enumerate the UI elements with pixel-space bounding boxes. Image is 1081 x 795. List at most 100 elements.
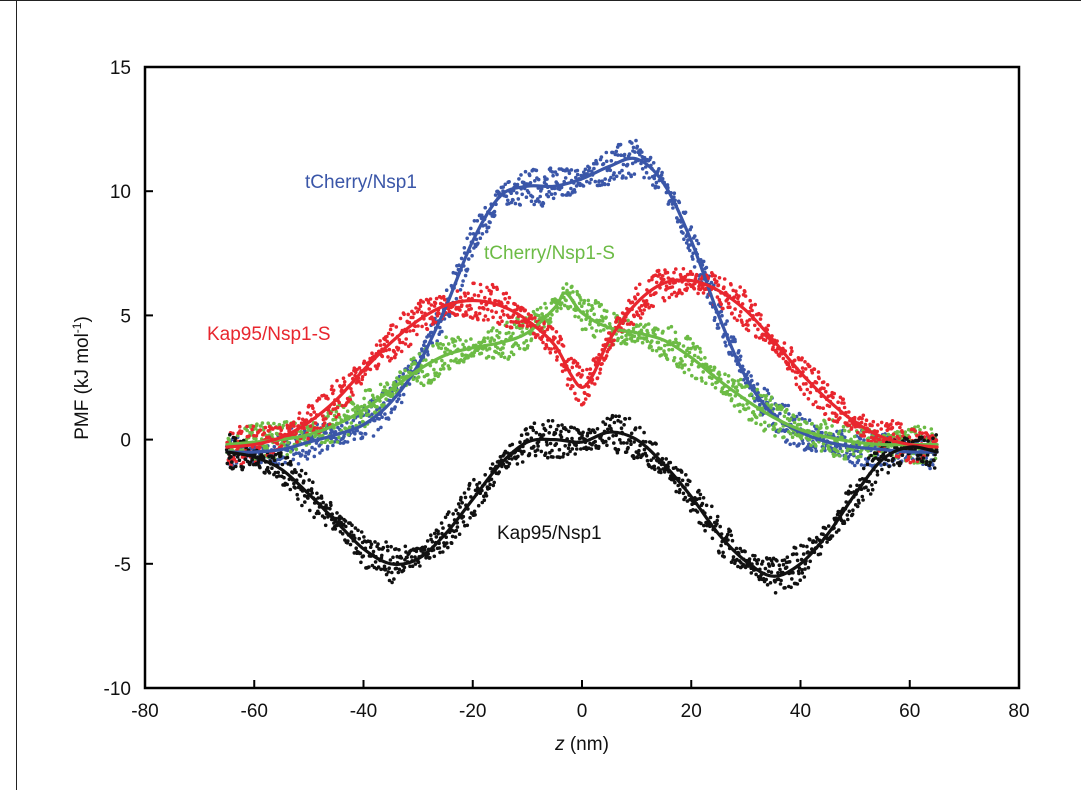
point xyxy=(814,449,818,453)
point xyxy=(308,424,313,428)
point xyxy=(827,404,832,409)
point xyxy=(566,452,570,457)
point xyxy=(326,414,330,418)
point xyxy=(679,470,684,474)
point xyxy=(456,335,461,340)
point xyxy=(683,495,688,500)
point xyxy=(896,454,901,459)
point xyxy=(762,386,767,391)
point xyxy=(753,554,757,558)
point xyxy=(793,417,797,422)
point xyxy=(821,446,825,451)
point xyxy=(461,520,466,524)
point xyxy=(336,412,341,417)
point xyxy=(890,425,895,430)
point xyxy=(826,394,831,399)
point xyxy=(848,484,853,488)
point xyxy=(292,424,296,428)
point xyxy=(351,408,355,412)
point xyxy=(335,405,340,410)
point xyxy=(620,168,624,173)
point xyxy=(684,473,688,477)
point xyxy=(814,380,819,385)
point xyxy=(403,342,408,346)
point xyxy=(691,257,695,261)
point xyxy=(389,544,393,549)
point xyxy=(814,400,818,404)
point xyxy=(575,447,579,451)
point xyxy=(401,340,405,345)
point xyxy=(564,282,569,286)
point xyxy=(790,349,794,354)
point xyxy=(339,520,344,525)
point xyxy=(324,431,328,435)
point xyxy=(816,370,821,374)
point xyxy=(429,303,434,307)
point xyxy=(486,225,491,230)
point xyxy=(537,200,541,204)
point xyxy=(629,174,633,179)
point xyxy=(588,367,593,371)
point xyxy=(382,385,387,389)
point xyxy=(634,138,638,143)
point xyxy=(609,175,613,180)
point xyxy=(303,500,307,504)
point xyxy=(609,159,614,163)
point xyxy=(252,433,256,438)
point xyxy=(363,432,368,436)
point xyxy=(798,412,802,417)
point xyxy=(536,444,540,448)
point xyxy=(654,280,659,285)
point xyxy=(678,487,682,492)
point xyxy=(299,453,304,457)
point xyxy=(530,317,534,321)
y-tick-label-1: -5 xyxy=(114,555,131,576)
point xyxy=(497,351,501,356)
point xyxy=(469,226,473,231)
point xyxy=(522,341,526,345)
point xyxy=(403,544,408,549)
point xyxy=(917,457,921,461)
point xyxy=(479,289,483,294)
point xyxy=(722,277,727,281)
point xyxy=(644,170,649,175)
point xyxy=(695,497,699,502)
point xyxy=(548,320,553,324)
point xyxy=(560,423,564,427)
point xyxy=(375,405,379,409)
point xyxy=(366,412,370,417)
point xyxy=(507,180,511,184)
point xyxy=(500,351,505,356)
point xyxy=(619,441,623,445)
point xyxy=(245,459,250,464)
point xyxy=(393,405,397,409)
point xyxy=(380,415,384,420)
point xyxy=(422,343,426,348)
point xyxy=(732,295,737,300)
point xyxy=(492,213,497,217)
point xyxy=(683,274,688,279)
point xyxy=(393,355,397,360)
point xyxy=(516,454,520,459)
point xyxy=(823,422,828,426)
point xyxy=(377,547,382,551)
point xyxy=(861,498,865,502)
point xyxy=(397,378,401,382)
point xyxy=(291,471,295,475)
point xyxy=(511,320,515,324)
point xyxy=(516,197,521,201)
fit-line-tcherry-nsp1-s xyxy=(225,291,939,447)
point xyxy=(515,307,519,312)
point xyxy=(351,418,356,423)
point xyxy=(359,404,364,409)
point xyxy=(750,417,754,422)
point xyxy=(548,350,553,355)
point xyxy=(408,564,412,569)
point xyxy=(386,570,391,574)
point xyxy=(651,304,655,309)
point xyxy=(402,565,407,570)
point xyxy=(612,177,616,181)
point xyxy=(662,277,666,282)
point xyxy=(650,348,655,353)
